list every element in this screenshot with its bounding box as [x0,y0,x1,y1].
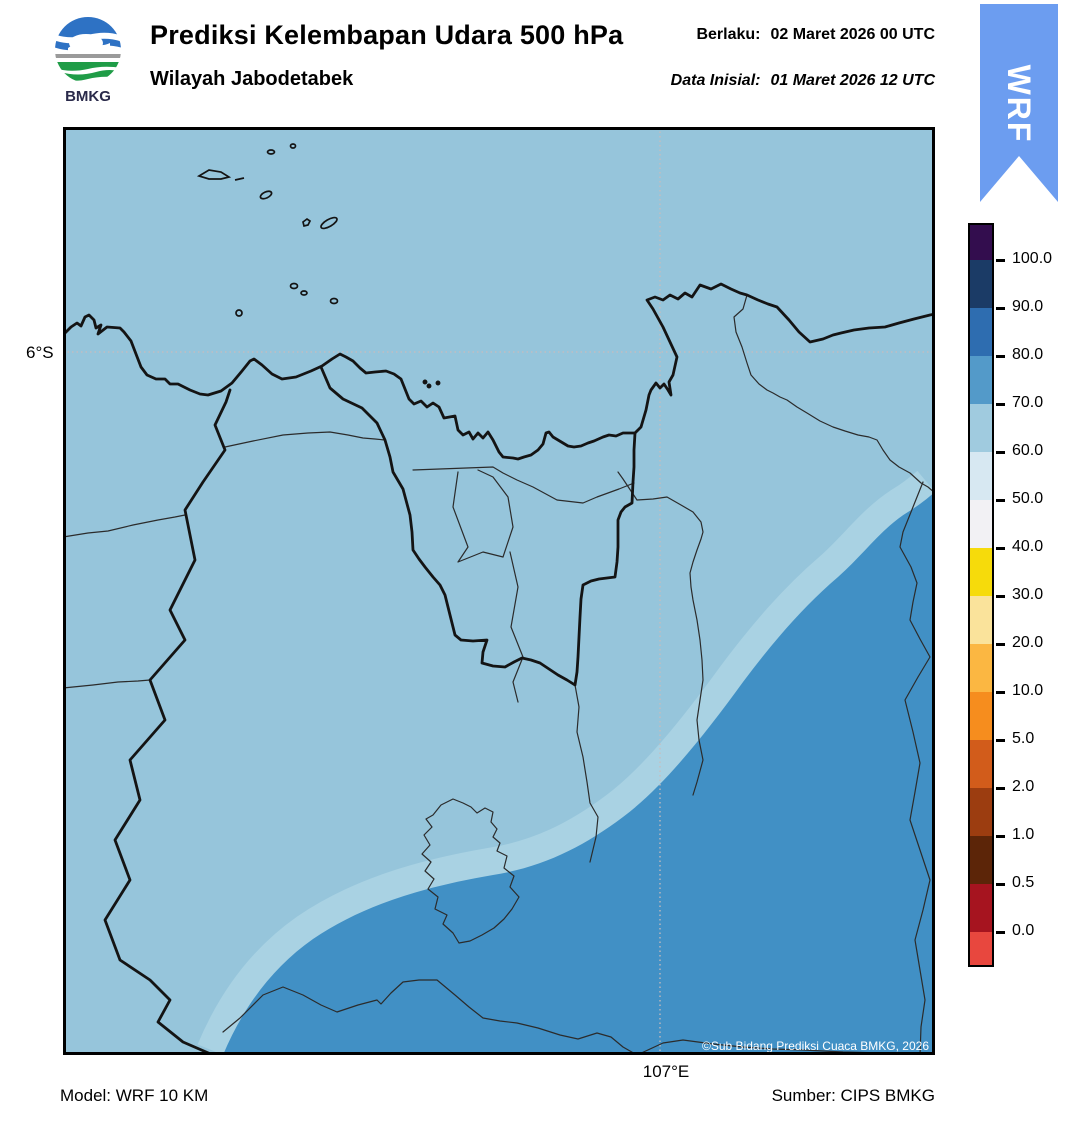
colorbar-tick-mark [996,835,1005,838]
colorbar-segment [970,788,992,836]
colorbar-segment [970,644,992,692]
colorbar-segment [970,932,992,965]
colorbar-segment [970,596,992,644]
colorbar-tick-label: 5.0 [1012,730,1035,747]
colorbar-segment [970,500,992,548]
colorbar-tick-mark [996,787,1005,790]
colorbar-segment [970,404,992,452]
colorbar-tick-mark [996,643,1005,646]
colorbar-tick-label: 30.0 [1012,586,1044,603]
colorbar-tick-mark [996,451,1005,454]
logo-text: BMKG [65,88,111,105]
colorbar-tick-label: 50.0 [1012,490,1044,507]
colorbar-segment [970,452,992,500]
colorbar-tick-label: 40.0 [1012,538,1044,555]
init-label: Data Inisial: [670,72,761,89]
colorbar-segment [970,308,992,356]
init-time-row: Data Inisial: 01 Maret 2026 12 UTC [671,72,935,90]
colorbar [968,223,994,967]
colorbar-tick-label: 70.0 [1012,394,1044,411]
colorbar-segment [970,692,992,740]
colorbar-tick-label: 10.0 [1012,682,1044,699]
colorbar-tick-mark [996,403,1005,406]
source-label: Sumber: CIPS BMKG [771,1086,935,1105]
bmkg-logo: BMKG [55,17,121,105]
forecast-map: ©Sub Bidang Prediksi Cuaca BMKG, 2026 [63,127,935,1055]
colorbar-tick-mark [996,739,1005,742]
ribbon-label: WRF [1001,65,1037,144]
page-title: Prediksi Kelembapan Udara 500 hPa [150,20,624,50]
admin-boundaries-thin [63,294,935,1055]
colorbar-tick-mark [996,499,1005,502]
colorbar-segment [970,260,992,308]
colorbar-tick-label: 100.0 [1012,250,1053,267]
model-label: Model: WRF 10 KM [60,1086,209,1105]
colorbar-segment [970,225,992,260]
humidity-band-dark [223,492,935,1055]
colorbar-tick-label: 80.0 [1012,346,1044,363]
coastline [63,282,935,461]
valid-value: 02 Maret 2026 00 UTC [770,26,935,43]
colorbar-tick-label: 20.0 [1012,634,1044,651]
map-border [63,127,935,1055]
colorbar-tick-mark [996,355,1005,358]
valid-time-row: Berlaku: 02 Maret 2026 00 UTC [696,26,935,44]
latitude-label: 6°S [26,343,54,362]
colorbar-tick-mark [996,259,1005,262]
colorbar-tick-label: 90.0 [1012,298,1044,315]
colorbar-segment [970,884,992,932]
province-boundaries-thick [103,365,637,1055]
colorbar-tick-mark [996,307,1005,310]
ribbon-shape [980,4,1058,202]
colorbar-tick-label: 0.5 [1012,874,1035,891]
colorbar-tick-mark [996,595,1005,598]
wrf-ribbon: WRF [980,4,1058,202]
colorbar-segment [970,740,992,788]
colorbar-segment [970,356,992,404]
longitude-label: 107°E [642,1062,690,1081]
valid-label: Berlaku: [696,26,761,43]
colorbar-segment [970,836,992,884]
init-value: 01 Maret 2026 12 UTC [770,72,935,89]
colorbar-segment [970,548,992,596]
colorbar-tick-mark [996,547,1005,550]
colorbar-tick-label: 1.0 [1012,826,1035,843]
colorbar-tick-label: 0.0 [1012,922,1035,939]
colorbar-tick-mark [996,883,1005,886]
colorbar-tick-label: 60.0 [1012,442,1044,459]
map-copyright: ©Sub Bidang Prediksi Cuaca BMKG, 2026 [702,1039,929,1053]
colorbar-tick-label: 2.0 [1012,778,1035,795]
colorbar-tick-mark [996,931,1005,934]
page-subtitle: Wilayah Jabodetabek [150,68,354,90]
islands [196,143,441,389]
colorbar-tick-mark [996,691,1005,694]
